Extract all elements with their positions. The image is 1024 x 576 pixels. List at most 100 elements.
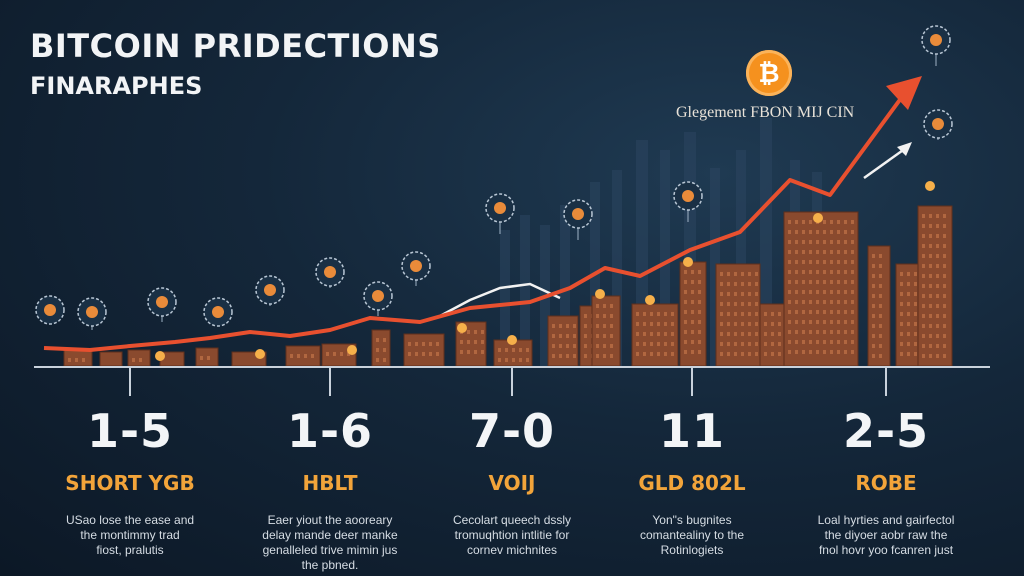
building-window [823, 240, 826, 244]
building-window [802, 270, 805, 274]
building-window [559, 334, 562, 338]
building-window [664, 312, 667, 316]
building-window [922, 324, 925, 328]
building-window [830, 340, 833, 344]
building-window [788, 240, 791, 244]
building-window [481, 330, 484, 334]
building-window [741, 342, 744, 346]
building-window [823, 340, 826, 344]
building-window [830, 290, 833, 294]
building-window [816, 300, 819, 304]
building-window [929, 314, 932, 318]
building-window [741, 302, 744, 306]
building-window [872, 354, 875, 358]
building-window [851, 250, 854, 254]
building-window [823, 290, 826, 294]
building-window [816, 340, 819, 344]
building-window [837, 280, 840, 284]
building-window [691, 350, 694, 354]
building-window [830, 310, 833, 314]
building-window [755, 292, 758, 296]
building-window [573, 344, 576, 348]
building-window [383, 358, 386, 362]
building-window [552, 324, 555, 328]
building-window [596, 334, 599, 338]
building-window [643, 332, 646, 336]
building-window [943, 354, 946, 358]
building-window [914, 342, 917, 346]
building-window [691, 330, 694, 334]
building-window [830, 280, 833, 284]
building-window [727, 272, 730, 276]
building-window [698, 300, 701, 304]
building-window [943, 344, 946, 348]
building-window [809, 300, 812, 304]
building-window [929, 234, 932, 238]
building-window [929, 334, 932, 338]
milestone-description: Eaer yiout the aooreary delay mande deer… [262, 513, 398, 572]
building-window [922, 274, 925, 278]
building-window [436, 342, 439, 346]
node-core [324, 266, 336, 278]
building-window [922, 344, 925, 348]
building-window [823, 230, 826, 234]
building-window [610, 334, 613, 338]
building-window [788, 320, 791, 324]
building-window [566, 334, 569, 338]
node-core [494, 202, 506, 214]
building-window [844, 290, 847, 294]
node-core [44, 304, 56, 316]
milestone-description: Yon"s bugnites comantealiny to the Rotin… [639, 513, 745, 557]
background-bar [612, 170, 622, 366]
building-window [936, 334, 939, 338]
building-window [727, 282, 730, 286]
building-window [816, 280, 819, 284]
building-window [922, 334, 925, 338]
building-window [603, 334, 606, 338]
building-window [376, 358, 379, 362]
coin-dot [925, 181, 935, 191]
building-window [596, 324, 599, 328]
building-window [771, 332, 774, 336]
building-window [771, 312, 774, 316]
building-window [795, 300, 798, 304]
building-window [657, 332, 660, 336]
building-window [823, 310, 826, 314]
building-window [936, 264, 939, 268]
building-window [139, 358, 142, 362]
building-window [823, 260, 826, 264]
milestone-label: HBLT [302, 471, 358, 495]
building-window [200, 356, 203, 360]
building-window [929, 344, 932, 348]
coin-dot [457, 323, 467, 333]
building-window [900, 292, 903, 296]
building-window [650, 342, 653, 346]
milestone-number: 7-0 [468, 404, 556, 458]
building-window [943, 294, 946, 298]
building-window [636, 342, 639, 346]
building-window [376, 338, 379, 342]
building-window [922, 214, 925, 218]
building-window [837, 240, 840, 244]
building-window [816, 250, 819, 254]
building-window [943, 324, 946, 328]
building-window [929, 224, 932, 228]
background-bar [736, 150, 746, 366]
building-window [795, 340, 798, 344]
building-window [837, 300, 840, 304]
building-window [936, 324, 939, 328]
building-window [788, 250, 791, 254]
top-right-arrow-head [897, 142, 912, 156]
building-window [505, 358, 508, 362]
building-window [936, 254, 939, 258]
secondary-trend-line [439, 282, 561, 318]
milestone-description: Cecolart queech dssly tromuqhtion intlit… [452, 513, 572, 557]
building-window [879, 264, 882, 268]
building-window [929, 294, 932, 298]
building-window [809, 350, 812, 354]
building-window [552, 354, 555, 358]
building-window [512, 358, 515, 362]
building-window [851, 290, 854, 294]
building-window [802, 240, 805, 244]
building-window [684, 350, 687, 354]
